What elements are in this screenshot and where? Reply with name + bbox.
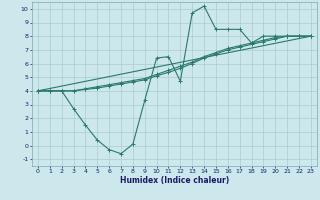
X-axis label: Humidex (Indice chaleur): Humidex (Indice chaleur) (120, 176, 229, 185)
